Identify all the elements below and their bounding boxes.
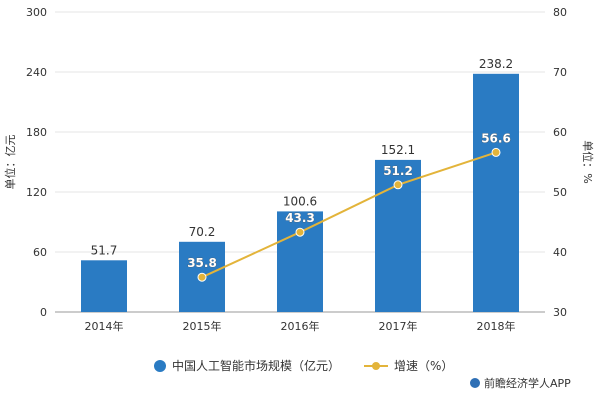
bar [473, 73, 519, 312]
line-value-label: 43.3 [285, 211, 315, 225]
logo-dot-icon [470, 378, 480, 388]
bar [81, 260, 127, 312]
line-value-label: 56.6 [481, 131, 511, 145]
x-tick-label: 2015年 [183, 319, 222, 333]
legend-bar-marker [154, 360, 166, 372]
y-tick-label-right: 80 [553, 6, 567, 19]
growth-line-path [201, 151, 497, 279]
y-tick-label-left: 120 [26, 186, 47, 199]
gridlines [55, 11, 545, 313]
legend: 中国人工智能市场规模（亿元） 增速（%） [154, 358, 453, 373]
y-tick-label-right: 50 [553, 186, 567, 199]
y-tick-label-right: 30 [553, 306, 567, 319]
y-axis-title-right: 单位：% [581, 140, 595, 183]
bar-labels: 51.7 70.2 100.6 152.1 238.2 [91, 57, 514, 257]
x-tick-label: 2018年 [477, 319, 516, 333]
y-axis-title-left: 单位：亿元 [3, 135, 17, 190]
line-value-label: 35.8 [187, 256, 217, 270]
x-tick-label: 2014年 [85, 319, 124, 333]
y-tick-label-left: 300 [26, 6, 47, 19]
y-tick-label-left: 60 [33, 246, 47, 259]
bar-value-label: 238.2 [479, 57, 513, 71]
bars [81, 73, 519, 312]
axes: 0 60 120 180 240 300 30 40 50 60 70 80 单位：亿元 单位：% 2014… [3, 6, 595, 333]
y-tick-label-right: 40 [553, 246, 567, 259]
x-tick-label: 2016年 [281, 319, 320, 333]
bar-value-label: 100.6 [283, 194, 317, 208]
x-tick-label: 2017年 [379, 319, 418, 333]
bar [277, 211, 323, 312]
bar-value-label: 51.7 [91, 243, 118, 257]
legend-line-label: 增速（%） [394, 359, 453, 373]
y-tick-label-left: 0 [40, 306, 47, 319]
bar-value-label: 70.2 [189, 225, 216, 239]
line-value-label: 51.2 [383, 164, 413, 178]
line-point [393, 180, 403, 190]
source-text: 前瞻经济学人APP [484, 377, 571, 390]
bar-value-label: 152.1 [381, 143, 415, 157]
y-tick-label-left: 180 [26, 126, 47, 139]
line-point [295, 227, 305, 237]
y-tick-label-left: 240 [26, 66, 47, 79]
legend-line-dot [372, 362, 380, 370]
line-labels: 35.8 43.3 51.2 56.6 [187, 131, 511, 270]
source-credit: 前瞻经济学人APP [470, 375, 571, 391]
line-point [197, 272, 207, 282]
growth-line [197, 147, 501, 282]
y-tick-label-right: 60 [553, 126, 567, 139]
legend-bar-label: 中国人工智能市场规模（亿元） [172, 358, 340, 373]
line-point [491, 147, 501, 157]
y-tick-label-right: 70 [553, 66, 567, 79]
